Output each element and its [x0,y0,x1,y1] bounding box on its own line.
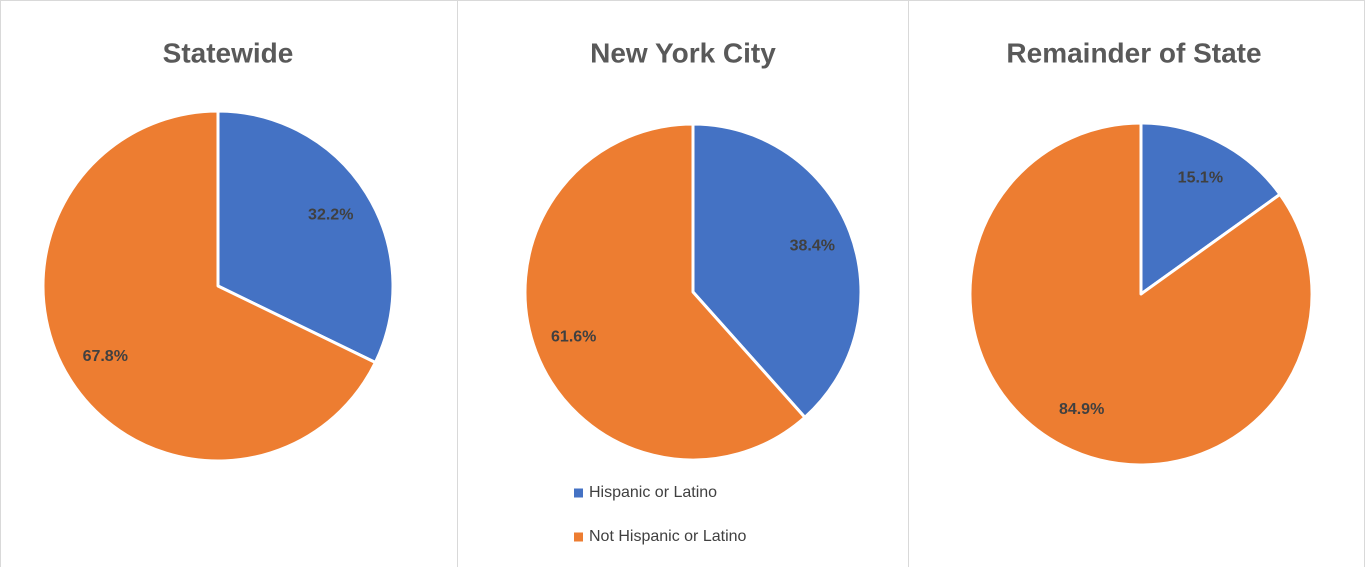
legend-label: Hispanic or Latino [589,484,717,501]
legend-label: Not Hispanic or Latino [589,528,747,545]
data-label: 32.2% [308,207,353,224]
chart-title: Statewide [163,37,294,68]
chart-title: Remainder of State [1006,37,1261,68]
data-label: 15.1% [1178,170,1223,187]
pie-slice [523,122,807,462]
data-label: 38.4% [790,238,835,255]
pie-slice [968,121,1314,467]
legend-swatch [574,488,583,498]
legend-swatch [574,532,583,542]
chart-title: New York City [590,37,776,68]
data-label: 61.6% [551,329,596,346]
data-label: 84.9% [1059,401,1104,418]
pie-slice [216,109,395,364]
data-label: 67.8% [83,348,128,365]
pie-slice [1139,121,1282,296]
pie-slice [691,122,863,419]
pie-slice [41,109,377,463]
